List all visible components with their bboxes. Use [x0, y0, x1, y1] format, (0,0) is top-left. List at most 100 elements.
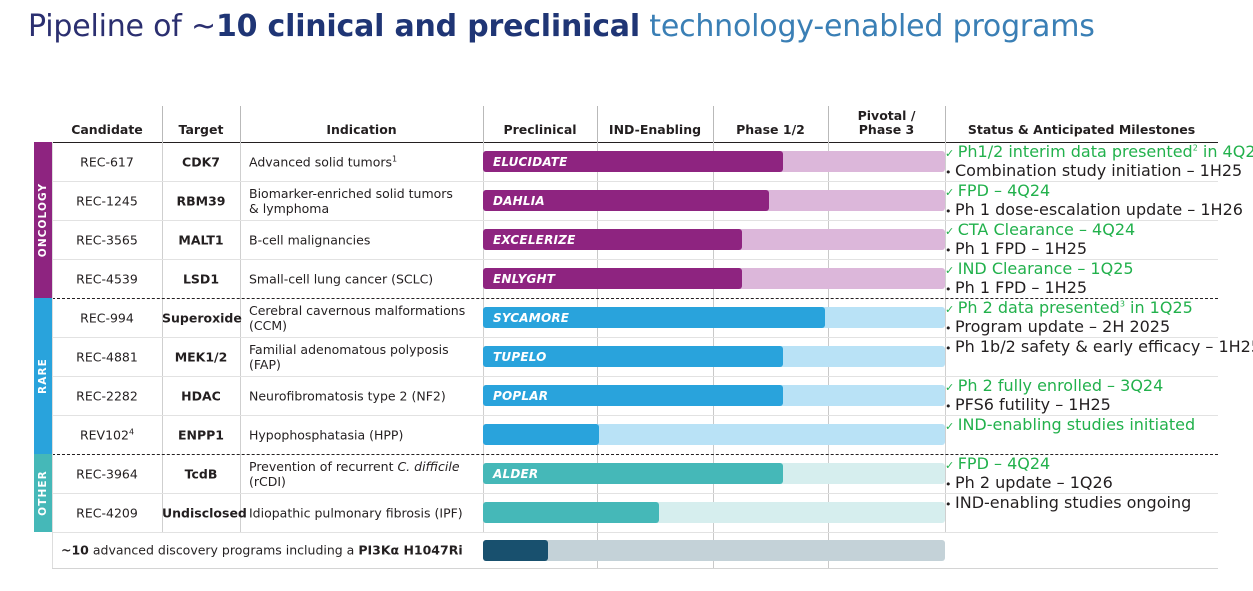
- cell-indication-text: Small-cell lung cancer (SCLC): [240, 271, 483, 286]
- table-row[interactable]: REV1024 ENPP1 Hypophosphatasia (HPP) ✓ IND-…: [52, 415, 1218, 454]
- discovery-row[interactable]: ~10 advanced discovery programs includin…: [52, 532, 1218, 568]
- milestone-completed: ✓ FPD – 4Q24: [945, 454, 1051, 473]
- cell-indication: Biomarker-enriched solid tumors & lymphom…: [240, 181, 483, 220]
- cell-indication-text: Advanced solid tumors1: [240, 154, 483, 169]
- cell-target-text: MEK1/2: [174, 349, 228, 364]
- column-header-preclinical-label: Preclinical: [503, 122, 577, 137]
- discovery-highlight: PI3Kα H1047Ri: [358, 542, 463, 558]
- table-row[interactable]: REC-3565 MALT1 B-cell malignancies EXCELERI…: [52, 220, 1218, 259]
- status-milestone-list: ✓ CTA Clearance – 4Q24 • Ph 1 FPD – 1H25: [945, 220, 1218, 258]
- check-icon: ✓: [945, 381, 958, 394]
- cell-target-text: MALT1: [178, 232, 224, 247]
- cell-candidate: REC-2282: [52, 376, 162, 415]
- cell-indication-text: Prevention of recurrent C. difficile (rCD…: [240, 459, 483, 489]
- cell-indication: Prevention of recurrent C. difficile (rCD…: [240, 454, 483, 493]
- table-header-row: Candidate Target Indication Preclinical IND-…: [52, 104, 1218, 143]
- milestone-completed: ✓ CTA Clearance – 4Q24: [945, 220, 1136, 239]
- cell-status-milestones: ✓ CTA Clearance – 4Q24 • Ph 1 FPD – 1H25: [945, 220, 1218, 259]
- table-bottom-rule: [52, 568, 1218, 569]
- cell-candidate: REC-617: [52, 142, 162, 181]
- status-milestone-list: ✓ Ph1/2 interim data presented2 in 4Q24•…: [945, 142, 1253, 180]
- indication-line1: Idiopathic pulmonary fibrosis (IPF): [249, 505, 463, 520]
- milestone-upcoming: • Ph 1 dose-escalation update – 1H26: [945, 200, 1243, 219]
- group-rail-label-oncology: ONCOLOGY: [37, 182, 49, 258]
- progress-fill: [483, 463, 784, 484]
- cell-candidate-text: REC-617: [80, 154, 134, 169]
- header-divider-3: [597, 106, 598, 142]
- check-icon: ✓: [945, 225, 958, 238]
- cell-indication: Small-cell lung cancer (SCLC): [240, 259, 483, 298]
- indication-line1: Prevention of recurrent C. difficile: [249, 458, 460, 474]
- table-row[interactable]: REC-4881 MEK1/2 Familial adenomatous polyp…: [52, 337, 1253, 376]
- indication-line2: (rCDI): [249, 473, 286, 489]
- cell-status-milestones: ✓ Ph1/2 interim data presented2 in 4Q24•…: [945, 142, 1253, 181]
- progress-fill: [483, 151, 784, 172]
- cell-target: MEK1/2: [162, 337, 240, 376]
- cell-status-milestones: ✓ FPD – 4Q24 • Ph 1 dose-escalation updat…: [945, 181, 1243, 220]
- column-header-preclinical: Preclinical: [483, 104, 597, 142]
- check-icon: ✓: [945, 147, 958, 160]
- cell-indication-text: B-cell malignancies: [240, 232, 483, 247]
- indication-line1: Hypophosphatasia (HPP): [249, 427, 404, 442]
- cell-candidate-text: REC-4881: [76, 349, 138, 364]
- milestone-upcoming: • PFS6 futility – 1H25: [945, 395, 1111, 414]
- column-header-pivotal-phase-3-label: Pivotal / Phase 3: [828, 109, 945, 137]
- column-header-pivotal-phase-3-line1: Pivotal /: [857, 108, 916, 123]
- table-row[interactable]: REC-4209 Undisclosed Idiopathic pulmonary …: [52, 493, 1218, 532]
- status-milestone-list: ✓ IND Clearance – 1Q25 • Ph 1 FPD – 1H25: [945, 259, 1218, 297]
- cell-target: CDK7: [162, 142, 240, 181]
- cell-indication-text: Idiopathic pulmonary fibrosis (IPF): [240, 505, 483, 520]
- indication-line2: (CCM): [249, 317, 287, 333]
- cell-status-milestones: ✓ IND Clearance – 1Q25 • Ph 1 FPD – 1H25: [945, 259, 1218, 298]
- table-row[interactable]: REC-3964 TcdB Prevention of recurrent C. d…: [52, 454, 1218, 493]
- row-separator: [52, 259, 1218, 260]
- cell-indication: Advanced solid tumors1: [240, 142, 483, 181]
- row-separator: [52, 415, 1218, 416]
- cell-status-milestones: ✓ FPD – 4Q24 • Ph 2 update – 1Q26: [945, 454, 1218, 493]
- program-name-label: TUPELO: [493, 349, 547, 364]
- table-row[interactable]: REC-2282 HDAC Neurofibromatosis type 2 (NF…: [52, 376, 1218, 415]
- table-row[interactable]: REC-1245 RBM39 Biomarker-enriched solid tu…: [52, 181, 1243, 220]
- cell-target: TcdB: [162, 454, 240, 493]
- group-rail-other: OTHER: [34, 454, 52, 532]
- table-row[interactable]: REC-617 CDK7 Advanced solid tumors1 ELUCIDA…: [52, 142, 1253, 181]
- progress-track: [483, 424, 945, 445]
- cell-indication-text: Neurofibromatosis type 2 (NF2): [240, 388, 483, 403]
- indication-line1: Advanced solid tumors1: [249, 153, 398, 169]
- table-left-edge: [52, 142, 53, 568]
- progress-fill: [483, 346, 784, 367]
- progress-fill: [483, 385, 784, 406]
- cell-target: MALT1: [162, 220, 240, 259]
- row-separator: [52, 337, 1218, 338]
- program-name-label: ELUCIDATE: [493, 154, 568, 169]
- milestone-upcoming: • Ph 1b/2 safety & early efficacy – 1H25: [945, 337, 1253, 356]
- title-segment-2: 10 clinical and preclinical: [215, 9, 640, 44]
- title-segment-3: technology-enabled programs: [639, 9, 1095, 44]
- indication-line1: B-cell malignancies: [249, 232, 371, 247]
- header-divider-0: [162, 106, 163, 142]
- cell-indication-text: Hypophosphatasia (HPP): [240, 427, 483, 442]
- discovery-count: ~10: [61, 542, 89, 558]
- cell-indication-text: Familial adenomatous polyposis (FAP): [240, 342, 483, 372]
- program-name-label: POPLAR: [493, 388, 549, 403]
- table-row[interactable]: REC-994 Superoxide Cerebral cavernous malf…: [52, 298, 1218, 337]
- cell-candidate: REC-4209: [52, 493, 162, 532]
- cell-target: LSD1: [162, 259, 240, 298]
- indication-line1: Biomarker-enriched solid tumors: [249, 185, 453, 201]
- cell-target-text: Undisclosed: [162, 505, 247, 520]
- status-milestone-list: ✓ Ph 2 data presented3 in 1Q25 • Program …: [945, 298, 1218, 336]
- column-header-phase-1-2: Phase 1/2: [713, 104, 828, 142]
- cell-target-text: TcdB: [184, 466, 218, 481]
- status-milestone-list: ✓ IND-enabling studies initiated: [945, 415, 1218, 434]
- progress-track: POPLAR: [483, 385, 945, 406]
- progress-fill: [483, 268, 742, 289]
- pipeline-table: Candidate Target Indication Preclinical IND-…: [34, 104, 1253, 569]
- status-milestone-list: ✓ FPD – 4Q24 • Ph 1 dose-escalation updat…: [945, 181, 1243, 219]
- program-name-label: DAHLIA: [493, 193, 545, 208]
- progress-track: ALDER: [483, 463, 945, 484]
- table-row[interactable]: REC-4539 LSD1 Small-cell lung cancer (SCLC…: [52, 259, 1218, 298]
- column-header-status-label: Status & Anticipated Milestones: [967, 122, 1196, 137]
- status-milestone-list: ✓ Ph 2 fully enrolled – 3Q24 • PFS6 futil…: [945, 376, 1218, 414]
- column-header-ind-enabling-label: IND-Enabling: [608, 122, 702, 137]
- progress-track: ENLYGHT: [483, 268, 945, 289]
